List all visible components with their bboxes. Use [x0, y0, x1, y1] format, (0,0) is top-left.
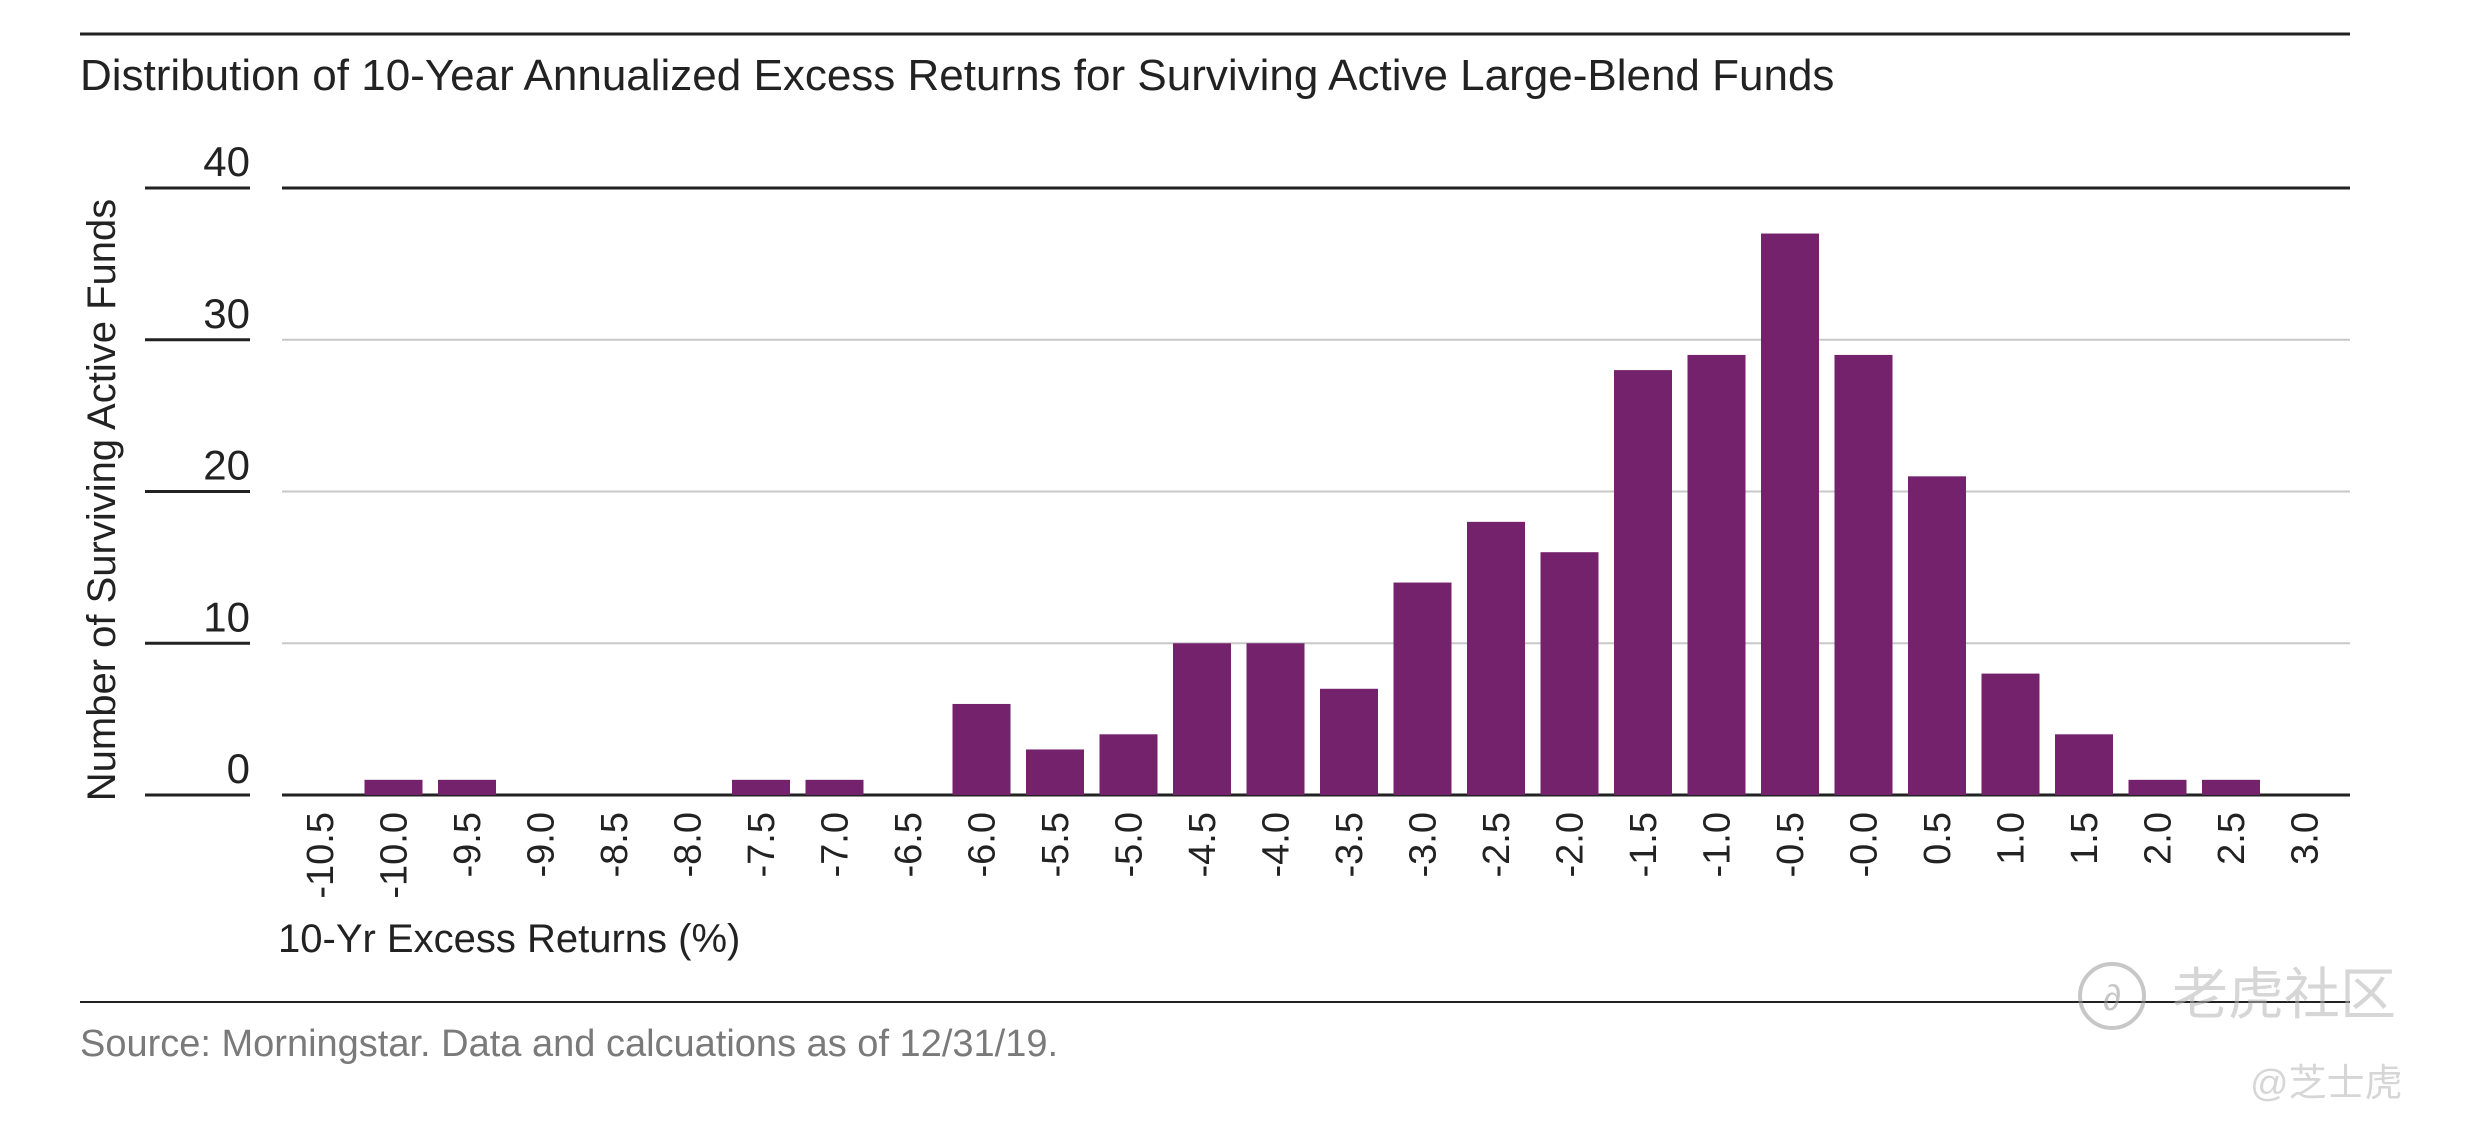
y-axis: 0 10 20 30 40: [145, 138, 250, 797]
bar-series: [364, 233, 2260, 795]
bar: [1026, 749, 1084, 795]
x-tick-label: -10.0: [374, 812, 416, 899]
source-note: Source: Morningstar. Data and calcuation…: [80, 1023, 1058, 1065]
x-axis: -10.5 -10.0 -9.5 -9.0 -8.5 -8.0 -7.5 -7.0 -6.5 -6…: [300, 812, 2327, 899]
bar: [438, 779, 496, 795]
x-tick-label: -0.0: [1844, 812, 1886, 877]
bar: [1173, 643, 1231, 795]
x-tick-label: -2.0: [1550, 812, 1592, 877]
bar: [732, 779, 790, 795]
bar: [1981, 673, 2040, 795]
bar: [364, 779, 423, 795]
bar: [1467, 521, 1525, 795]
x-tick-label: -10.5: [300, 812, 342, 899]
x-axis-label: 10-Yr Excess Returns (%): [278, 917, 740, 961]
x-tick-label: -4.5: [1182, 812, 1224, 877]
x-tick-label: -5.0: [1109, 812, 1151, 877]
bar: [1761, 233, 1819, 795]
x-tick-label: 2.5: [2211, 812, 2253, 865]
x-tick-label: -5.5: [1035, 812, 1077, 877]
watermark-handle: @芝士虎: [2250, 1063, 2403, 1105]
chart-title: Distribution of 10-Year Annualized Exces…: [80, 51, 1834, 100]
bar: [805, 779, 864, 795]
x-tick-label: -8.0: [668, 812, 710, 877]
grid-layer: [282, 186, 2350, 797]
x-tick-label: -7.5: [741, 812, 783, 877]
x-tick-label: 1.0: [1991, 812, 2033, 865]
x-tick-label: -6.0: [962, 812, 1004, 877]
bar: [2128, 779, 2187, 795]
x-tick-label: -7.0: [815, 812, 857, 877]
x-tick-label: 0.5: [1917, 812, 1959, 865]
bar: [1614, 370, 1672, 795]
y-tick-label: 40: [203, 138, 250, 185]
y-tick-label: 10: [203, 593, 250, 640]
x-tick-label: -3.0: [1403, 812, 1445, 877]
x-tick-label: -9.0: [521, 812, 563, 877]
watermark-logo-icon: [2078, 962, 2146, 1030]
x-tick-label: 2.0: [2138, 812, 2180, 865]
y-tick-label: 0: [227, 745, 250, 792]
bar: [1393, 582, 1452, 795]
x-tick-label: -9.5: [447, 812, 489, 877]
x-tick-label: -0.5: [1770, 812, 1812, 877]
x-tick-label: 1.5: [2064, 812, 2106, 865]
bar: [1687, 354, 1746, 795]
bar: [1246, 643, 1305, 795]
x-tick-label: -4.0: [1256, 812, 1298, 877]
bar: [1834, 354, 1893, 795]
x-tick-label: -3.5: [1329, 812, 1371, 877]
x-tick-label: -1.5: [1623, 812, 1665, 877]
y-axis-label: Number of Surviving Active Funds: [80, 199, 124, 801]
x-tick-label: -1.0: [1697, 812, 1739, 877]
watermark: ∂ 老虎社区 @芝士虎: [2078, 962, 2403, 1105]
watermark-logo-glyph: ∂: [2103, 977, 2121, 1018]
bar: [1540, 552, 1599, 795]
bar: [1099, 734, 1158, 795]
y-tick-label: 20: [203, 442, 250, 489]
bar: [2055, 734, 2113, 795]
x-tick-label: -2.5: [1476, 812, 1518, 877]
bar: [952, 703, 1011, 795]
watermark-brand: 老虎社区: [2172, 963, 2396, 1026]
bar: [1320, 688, 1378, 795]
x-tick-label: -8.5: [594, 812, 636, 877]
bar: [2202, 779, 2260, 795]
y-tick-label: 30: [203, 290, 250, 337]
x-tick-label: 3.0: [2285, 812, 2327, 865]
bar: [1908, 476, 1966, 795]
x-tick-label: -6.5: [888, 812, 930, 877]
